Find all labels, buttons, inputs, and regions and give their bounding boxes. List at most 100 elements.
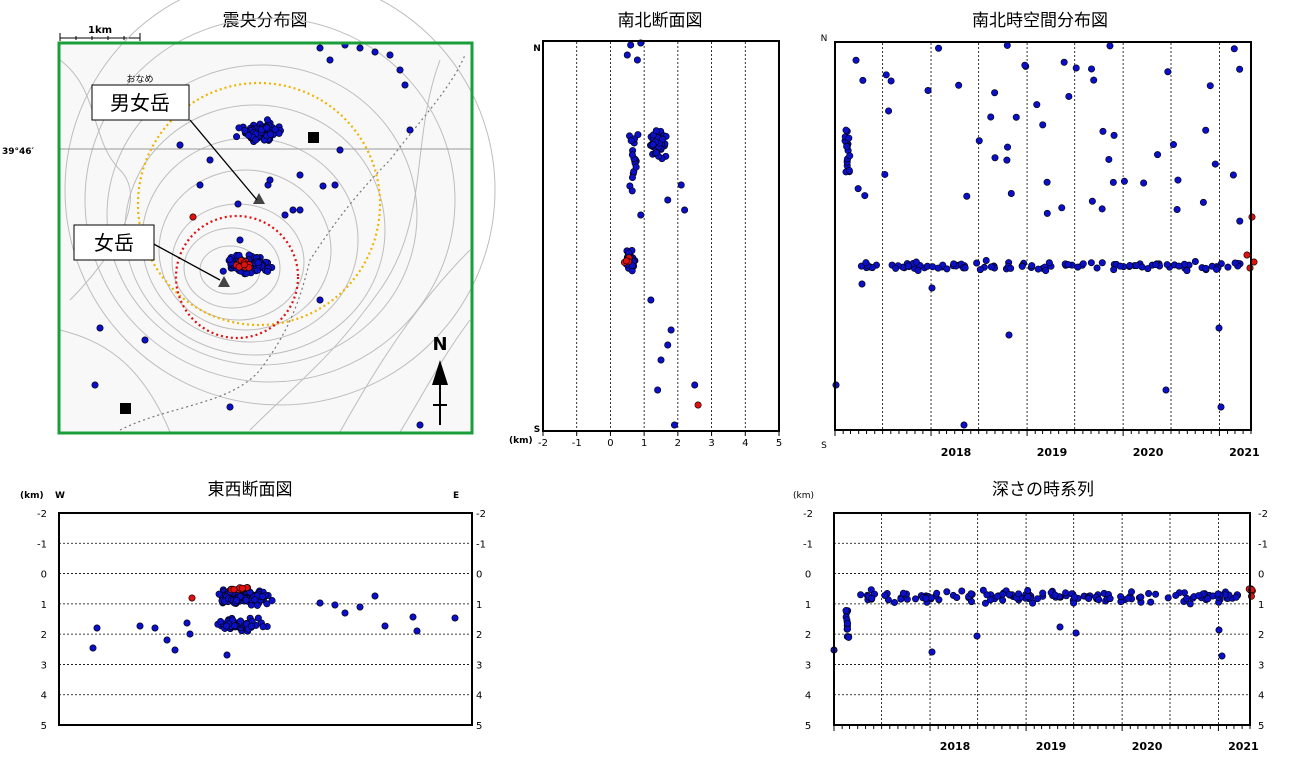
event-point <box>252 136 260 144</box>
tick-label-left: 5 <box>41 721 47 732</box>
event-point <box>987 113 995 121</box>
contour-line <box>59 59 131 301</box>
road-path <box>119 54 466 431</box>
map-epicenters <box>91 41 424 429</box>
inner-ring <box>174 214 300 340</box>
event-point <box>226 255 234 263</box>
latitude-label: 39°46′ <box>2 147 35 157</box>
event-point <box>1137 593 1145 601</box>
event-point <box>1175 262 1183 270</box>
event-point <box>652 149 660 157</box>
event-point <box>1202 126 1210 134</box>
event-point <box>627 41 635 49</box>
event-point <box>961 264 969 272</box>
map-frame <box>57 41 474 435</box>
ns-section-frame <box>542 40 780 432</box>
event-point <box>1024 586 1032 594</box>
event-point <box>943 588 951 596</box>
event-point <box>963 192 971 200</box>
contour-line <box>106 64 418 366</box>
event-point <box>845 134 853 142</box>
event-point <box>223 622 231 630</box>
event-point <box>904 262 912 270</box>
event-point <box>845 166 853 174</box>
event-point <box>242 596 250 604</box>
depth-series-x-ticks: 2018 2019 2020 2021 <box>833 725 1259 753</box>
ns-section-panel: 南北断面図 N S (km) -2 -1 0 1 2 3 4 5 <box>509 11 782 449</box>
event-point <box>1169 141 1177 149</box>
recent-event-point <box>230 585 238 593</box>
event-point <box>1173 206 1181 214</box>
contour-line <box>59 329 171 433</box>
tick-label: 5 <box>776 438 782 449</box>
event-point <box>677 181 685 189</box>
recent-event-point <box>240 261 248 269</box>
recent-event-point <box>189 213 197 221</box>
event-point <box>356 44 364 52</box>
event-point <box>259 593 267 601</box>
ns-timespace-points <box>832 41 1258 429</box>
event-point <box>842 126 850 134</box>
event-point <box>341 609 349 617</box>
event-point <box>1195 592 1203 600</box>
event-point <box>1110 131 1118 139</box>
event-point <box>267 130 275 138</box>
event-point <box>933 589 941 597</box>
event-point <box>1056 623 1064 631</box>
tick-label-right: 1 <box>476 600 482 611</box>
north-arrow-icon: N <box>432 334 448 425</box>
ns-section-points <box>620 39 702 429</box>
event-point <box>1005 591 1013 599</box>
ns-timespace-panel: 南北時空間分布図 N S 2018 2019 2020 2021 <box>821 11 1260 459</box>
event-point <box>183 619 191 627</box>
ew-east-label: E <box>453 491 459 501</box>
event-point <box>861 192 869 200</box>
event-point <box>331 601 339 609</box>
event-point <box>973 259 981 267</box>
tick-label-right: 4 <box>476 691 482 702</box>
event-point <box>897 595 905 603</box>
ew-section-points <box>89 584 459 659</box>
event-point <box>1079 260 1087 268</box>
event-point <box>857 591 865 599</box>
event-point <box>1003 41 1011 49</box>
event-point <box>268 597 276 605</box>
recent-event-point <box>694 401 702 409</box>
event-point <box>929 263 937 271</box>
event-point <box>226 403 234 411</box>
event-point <box>681 206 689 214</box>
event-point <box>1204 595 1212 603</box>
tick-label: 4 <box>742 438 748 449</box>
ds-unit-label: (km) <box>793 491 814 501</box>
ns-section-title: 南北断面図 <box>618 11 703 31</box>
event-point <box>401 81 409 89</box>
event-point <box>1164 594 1172 602</box>
scale-label: 1km <box>88 25 112 36</box>
event-point <box>1039 589 1047 597</box>
event-point <box>1039 121 1047 129</box>
event-point <box>950 260 958 268</box>
event-point <box>1098 259 1106 267</box>
tick-label-right: 2 <box>476 630 482 641</box>
recent-event-point <box>188 594 196 602</box>
ns-timespace-title: 南北時空間分布図 <box>972 11 1108 31</box>
ns-x-ticks: -2 -1 0 1 2 3 4 5 <box>538 430 782 449</box>
event-point <box>882 71 890 79</box>
tick-label-left: 2 <box>41 630 47 641</box>
ew-section-panel: 東西断面図 (km) W E -2 -2 -1 -1 0 0 1 1 2 2 3 3 4 4 5 5 <box>20 480 486 732</box>
event-point <box>1072 64 1080 72</box>
event-point <box>652 127 660 135</box>
event-point <box>1214 590 1222 598</box>
event-point <box>983 591 991 599</box>
event-point <box>979 586 987 594</box>
event-point <box>1051 591 1059 599</box>
tick-label-left: 3 <box>41 660 47 671</box>
event-point <box>628 187 636 195</box>
event-point <box>1212 265 1220 273</box>
medake-label: 女岳 <box>94 231 134 255</box>
recent-event-point <box>1243 251 1251 259</box>
event-point <box>928 284 936 292</box>
callout-medake: 女岳 <box>73 224 221 281</box>
event-point <box>892 264 900 272</box>
event-point <box>215 590 223 598</box>
